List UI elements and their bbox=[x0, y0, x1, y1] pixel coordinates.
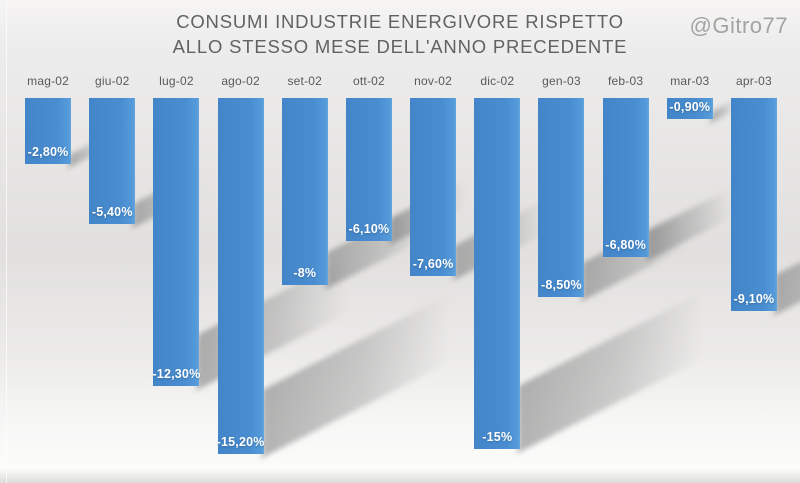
value-label: -9,10% bbox=[733, 292, 775, 306]
bar-area: -0,90% bbox=[666, 98, 737, 123]
value-label: -0,90% bbox=[669, 100, 711, 114]
bar-column: gen-03 -8,50% bbox=[529, 74, 696, 454]
bar-column: ago-02 -15,20% bbox=[209, 74, 465, 458]
watermark: @Gitro77 bbox=[689, 13, 788, 38]
bar-area: -6,10% bbox=[345, 98, 472, 245]
bar-area: -6,80% bbox=[602, 98, 738, 261]
category-label: ago-02 bbox=[221, 74, 260, 88]
bar-area: -7,60% bbox=[410, 98, 556, 280]
value-label: -8,50% bbox=[541, 278, 582, 292]
value-label: -8% bbox=[293, 266, 317, 280]
bar-column: nov-02 -7,60% bbox=[401, 74, 556, 454]
category-label: ott-02 bbox=[353, 74, 385, 88]
bar: -9,10% bbox=[730, 98, 777, 311]
category-label: mar-03 bbox=[670, 74, 710, 88]
bar-area: -15,20% bbox=[216, 98, 465, 458]
category-label: set-02 bbox=[287, 74, 323, 88]
value-label: -6,80% bbox=[605, 238, 647, 252]
category-label: feb-03 bbox=[608, 74, 644, 88]
bar-column: apr-03 -9,10% bbox=[722, 74, 800, 454]
chart-title-line-2: ALLO STESSO MESE DELL'ANNO PRECEDENTE bbox=[172, 36, 628, 57]
bar-column: mar-03 -0,90% bbox=[658, 74, 737, 454]
value-label: -5,40% bbox=[91, 205, 133, 219]
value-label: -15,20% bbox=[216, 435, 265, 449]
bar-area: -8,50% bbox=[538, 98, 696, 301]
bar: -7,60% bbox=[410, 98, 457, 276]
bar: -12,30% bbox=[152, 98, 201, 386]
bar-area: -5,40% bbox=[89, 98, 206, 228]
bar: -8% bbox=[281, 98, 328, 285]
bar: -0,90% bbox=[666, 98, 713, 119]
bar-column: feb-03 -6,80% bbox=[594, 74, 738, 454]
bar-column: mag-02 -2,80% bbox=[16, 74, 107, 454]
value-label: -15% bbox=[482, 430, 513, 444]
bar: -6,10% bbox=[345, 98, 392, 241]
category-label: nov-02 bbox=[414, 74, 453, 88]
bar: -5,40% bbox=[89, 98, 136, 224]
bar-area: -2,80% bbox=[25, 98, 107, 168]
bar-perspective-shadow bbox=[774, 212, 800, 315]
category-label: dic-02 bbox=[480, 74, 515, 88]
bar: -15,20% bbox=[216, 98, 265, 454]
bar-area: -8% bbox=[281, 98, 433, 289]
bar-area: -15% bbox=[474, 98, 719, 453]
category-label: mag-02 bbox=[27, 74, 70, 88]
category-label: apr-03 bbox=[736, 74, 772, 88]
category-label: lug-02 bbox=[159, 74, 194, 88]
bar: -15% bbox=[474, 98, 521, 449]
bar-column: set-02 -8% bbox=[273, 74, 433, 454]
bar-column: ott-02 -6,10% bbox=[337, 74, 472, 454]
chart-title-line-1: CONSUMI INDUSTRIE ENERGIVORE RISPETTO bbox=[176, 11, 624, 32]
category-label: giu-02 bbox=[94, 74, 130, 88]
chart-title: CONSUMI INDUSTRIE ENERGIVORE RISPETTO AL… bbox=[0, 9, 800, 59]
value-label: -12,30% bbox=[152, 367, 201, 381]
value-label: -6,10% bbox=[348, 222, 390, 236]
bar-area: -12,30% bbox=[152, 98, 362, 390]
bar-column: lug-02 -12,30% bbox=[144, 74, 362, 454]
bar: -8,50% bbox=[538, 98, 585, 297]
bar-column: giu-02 -5,40% bbox=[80, 74, 206, 454]
bar-chart: mag-02 -2,80% giu-02 -5,40% lug-02 -12,30% ago… bbox=[16, 74, 800, 458]
category-label: gen-03 bbox=[542, 74, 581, 88]
bar-area: -9,10% bbox=[730, 98, 800, 315]
bar: -2,80% bbox=[25, 98, 72, 164]
bar: -6,80% bbox=[602, 98, 649, 257]
value-label: -2,80% bbox=[27, 145, 69, 159]
value-label: -7,60% bbox=[412, 257, 454, 271]
bar-column: dic-02 -15% bbox=[465, 74, 719, 454]
